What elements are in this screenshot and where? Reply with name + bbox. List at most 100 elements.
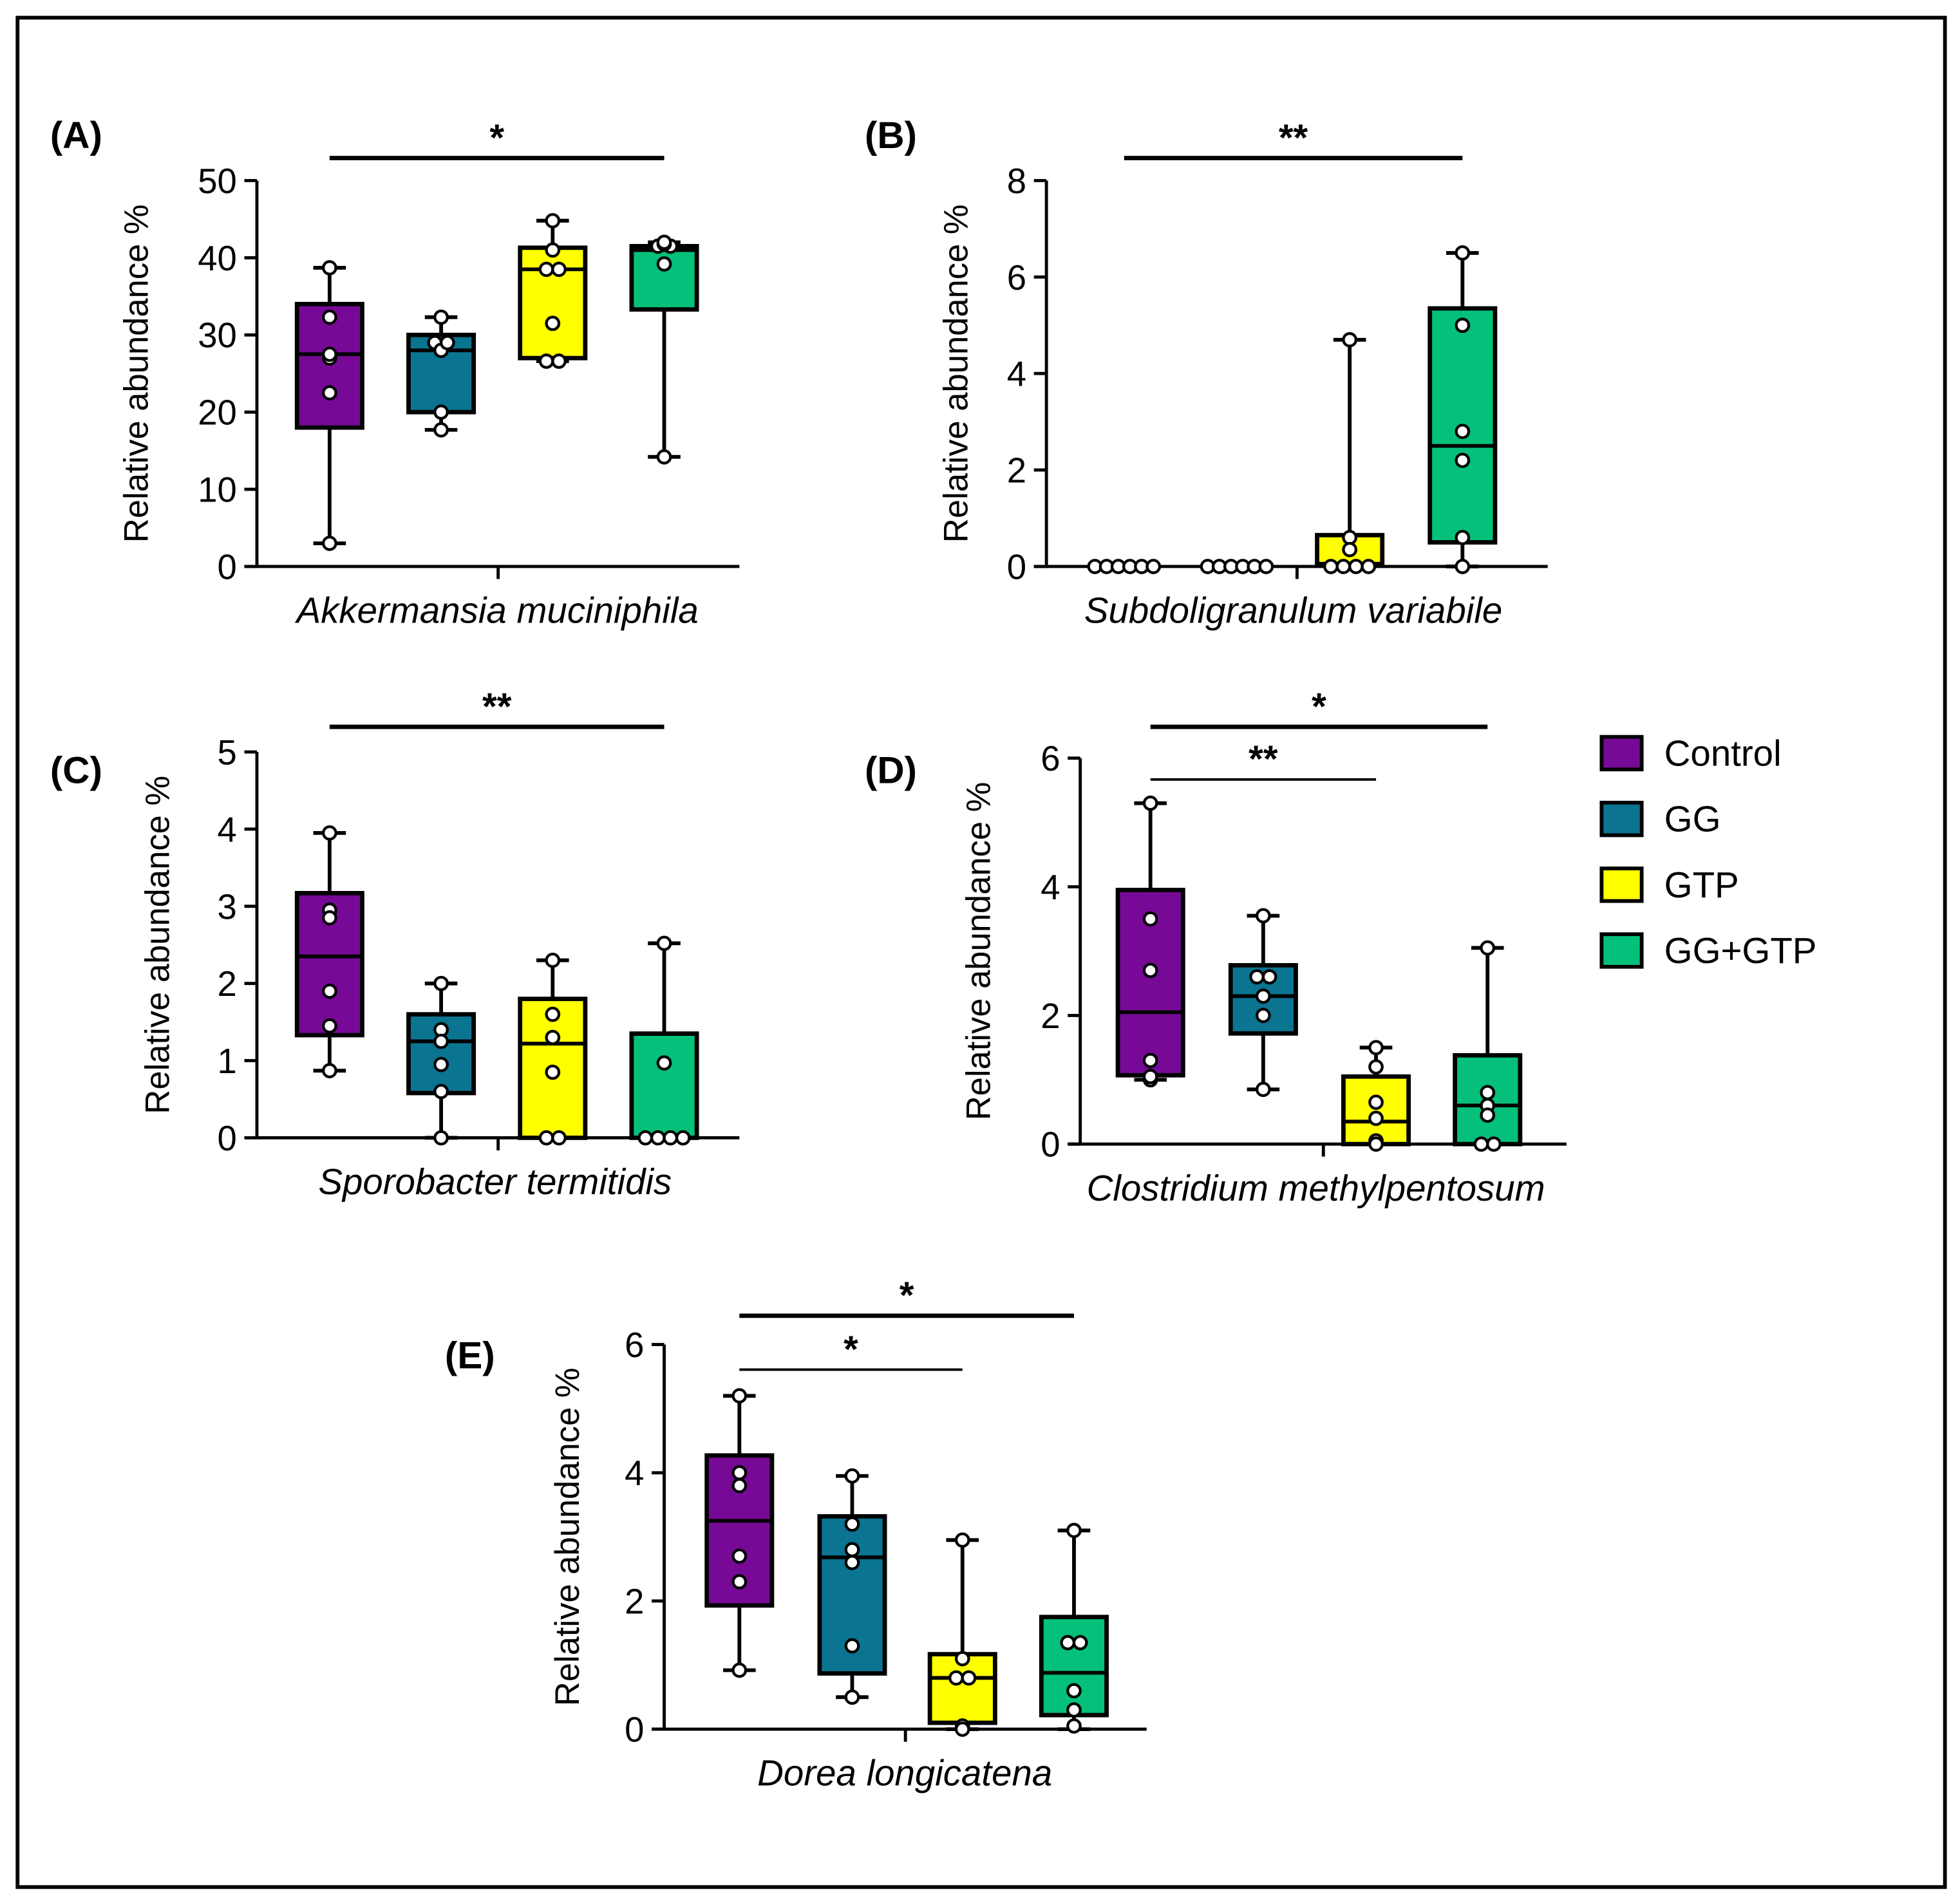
significance-label: *	[900, 1275, 914, 1316]
box-gg	[1200, 559, 1274, 574]
data-point	[948, 1670, 964, 1686]
box-gg-gtp	[629, 935, 699, 1146]
y-tick-label: 40	[198, 239, 237, 278]
data-point	[844, 1555, 860, 1571]
data-point	[322, 825, 337, 841]
y-axis-label: Relative abundance %	[938, 204, 975, 543]
data-point	[731, 1574, 748, 1589]
significance-label: **	[1249, 738, 1278, 780]
data-point	[551, 261, 567, 277]
data-point	[545, 242, 561, 258]
x-axis-label: Akkermansia muciniphila	[295, 590, 699, 631]
data-point	[1480, 940, 1496, 956]
data-point	[433, 309, 449, 325]
data-point	[1368, 1110, 1384, 1127]
data-point	[844, 1689, 860, 1705]
data-point	[433, 1130, 449, 1146]
data-point	[322, 536, 337, 551]
box-gtp	[518, 212, 588, 369]
panel-a: (A) 0 10 20 30 40 50 Relative abundance % Akkerm…	[50, 115, 740, 631]
data-point	[844, 1468, 860, 1484]
box	[817, 1514, 887, 1676]
legend-label: GG+GTP	[1664, 930, 1817, 971]
data-point	[1368, 1059, 1384, 1075]
data-point	[1255, 1007, 1271, 1024]
data-point	[731, 1662, 748, 1678]
box-gtp	[1315, 332, 1385, 574]
legend-swatch	[1599, 735, 1644, 772]
data-point	[656, 935, 672, 951]
panel-e: (E) 0 2 4 6 Relative abundance % Dorea longica…	[445, 1275, 1147, 1793]
data-point	[1455, 245, 1471, 261]
data-point	[1255, 908, 1271, 924]
data-point	[637, 1130, 654, 1146]
panel-label: (C)	[50, 750, 102, 792]
box-gg	[817, 1468, 887, 1705]
box-gtp	[518, 952, 588, 1146]
data-point	[954, 1532, 970, 1548]
data-point	[663, 1130, 679, 1146]
data-point	[1348, 559, 1364, 574]
data-point	[322, 260, 337, 276]
data-point	[1455, 453, 1471, 468]
data-point	[656, 1055, 672, 1071]
panel-label: (E)	[445, 1335, 495, 1377]
data-point	[1258, 559, 1274, 574]
data-point	[1142, 911, 1158, 927]
data-point	[551, 353, 567, 369]
legend-swatch	[1599, 932, 1644, 969]
data-point	[1072, 1634, 1088, 1651]
significance-label: **	[482, 686, 512, 727]
y-tick-label: 4	[625, 1454, 644, 1493]
y-tick-label: 0	[1041, 1125, 1060, 1165]
data-point	[731, 1465, 748, 1481]
y-tick-label: 6	[1007, 258, 1026, 297]
data-point	[731, 1548, 748, 1564]
data-point	[433, 1083, 449, 1100]
y-tick-label: 2	[1041, 997, 1060, 1036]
data-point	[1255, 1082, 1271, 1098]
y-tick-label: 50	[198, 162, 237, 201]
data-point	[675, 1130, 691, 1146]
data-point	[545, 315, 561, 332]
box-gg	[406, 975, 476, 1146]
box-control	[294, 260, 364, 551]
data-point	[954, 1721, 970, 1737]
y-axis-label: Relative abundance %	[549, 1368, 587, 1707]
data-point	[322, 385, 337, 401]
y-tick-label: 8	[1007, 162, 1026, 201]
legend-label: Control	[1664, 733, 1782, 773]
box	[1039, 1615, 1109, 1718]
data-point	[1066, 1702, 1082, 1718]
data-point	[433, 975, 449, 991]
y-tick-label: 4	[218, 810, 237, 849]
data-point	[545, 952, 561, 968]
y-axis-label: Relative abundance %	[118, 204, 156, 543]
data-point	[961, 1670, 977, 1686]
data-point	[1455, 424, 1471, 440]
data-point	[538, 1130, 554, 1146]
legend-swatch	[1599, 800, 1644, 838]
panel-label: (D)	[865, 750, 917, 792]
data-point	[322, 346, 337, 362]
data-point	[545, 1064, 561, 1080]
y-tick-label: 2	[218, 964, 237, 1004]
data-point	[551, 1130, 567, 1146]
y-tick-label: 3	[218, 887, 237, 926]
y-tick-label: 2	[1007, 451, 1026, 491]
panel-label: (A)	[50, 115, 102, 156]
y-tick-label: 1	[218, 1042, 237, 1081]
data-point	[1142, 1069, 1158, 1085]
data-point	[1342, 541, 1358, 557]
y-tick-label: 6	[1041, 739, 1060, 778]
significance-label: **	[1279, 117, 1308, 159]
data-point	[1323, 559, 1339, 574]
data-point	[1368, 1094, 1384, 1110]
box-control	[294, 825, 364, 1079]
panel-label: (B)	[865, 115, 917, 156]
data-point	[650, 1130, 666, 1146]
data-point	[1361, 559, 1377, 574]
data-point	[1368, 1136, 1384, 1152]
panel-d: (D) 0 2 4 6 Relative abundance % Clostridium m…	[865, 686, 1567, 1208]
data-point	[1066, 1718, 1082, 1734]
